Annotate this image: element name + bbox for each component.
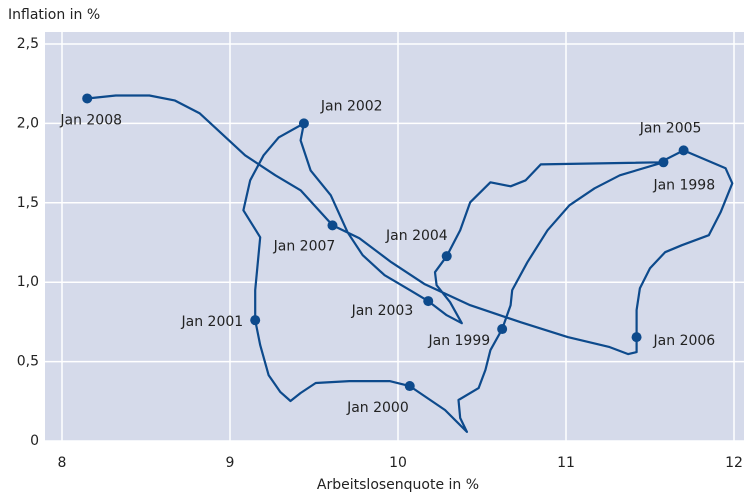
x-tick-label: 11: [557, 455, 575, 471]
point-label: Jan 2006: [653, 333, 716, 349]
y-tick-label: 2,5: [17, 36, 39, 52]
point-label: Jan 1998: [652, 177, 715, 193]
x-tick-label: 12: [725, 455, 743, 471]
y-tick-label: 1,5: [17, 195, 39, 211]
point-label: Jan 2002: [320, 98, 383, 114]
plot-area: [45, 32, 744, 442]
x-tick-label: 8: [58, 455, 67, 471]
trajectory-line: [87, 94, 734, 433]
point-marker: [441, 251, 452, 262]
plot-background: [45, 32, 744, 441]
point-marker: [631, 332, 642, 343]
x-tick-label: 10: [389, 455, 407, 471]
point-label: Jan 2003: [351, 303, 414, 319]
point-label: Jan 2000: [346, 400, 409, 416]
x-axis-label: Arbeitslosenquote in %: [317, 477, 479, 493]
y-tick-label: 0,5: [17, 354, 39, 370]
point-label: Jan 2001: [181, 314, 244, 330]
y-tick-label: 0: [30, 433, 39, 449]
point-label: Jan 2005: [639, 120, 702, 136]
point-label: Jan 1999: [427, 333, 490, 349]
point-marker: [82, 93, 93, 104]
x-tick-label: 9: [226, 455, 235, 471]
y-tick-label: 1,0: [17, 274, 39, 290]
point-marker: [298, 118, 309, 129]
point-marker: [250, 315, 261, 326]
point-marker: [327, 220, 338, 231]
point-marker: [497, 324, 508, 335]
point-label: Jan 2008: [59, 112, 122, 128]
point-marker: [404, 381, 415, 392]
chart-title: Inflation in %: [8, 7, 100, 23]
y-tick-label: 2,0: [17, 115, 39, 131]
point-marker: [658, 157, 669, 168]
point-marker: [423, 296, 434, 307]
point-label: Jan 2007: [273, 238, 336, 254]
point-marker: [678, 145, 689, 156]
point-label: Jan 2004: [385, 228, 448, 244]
